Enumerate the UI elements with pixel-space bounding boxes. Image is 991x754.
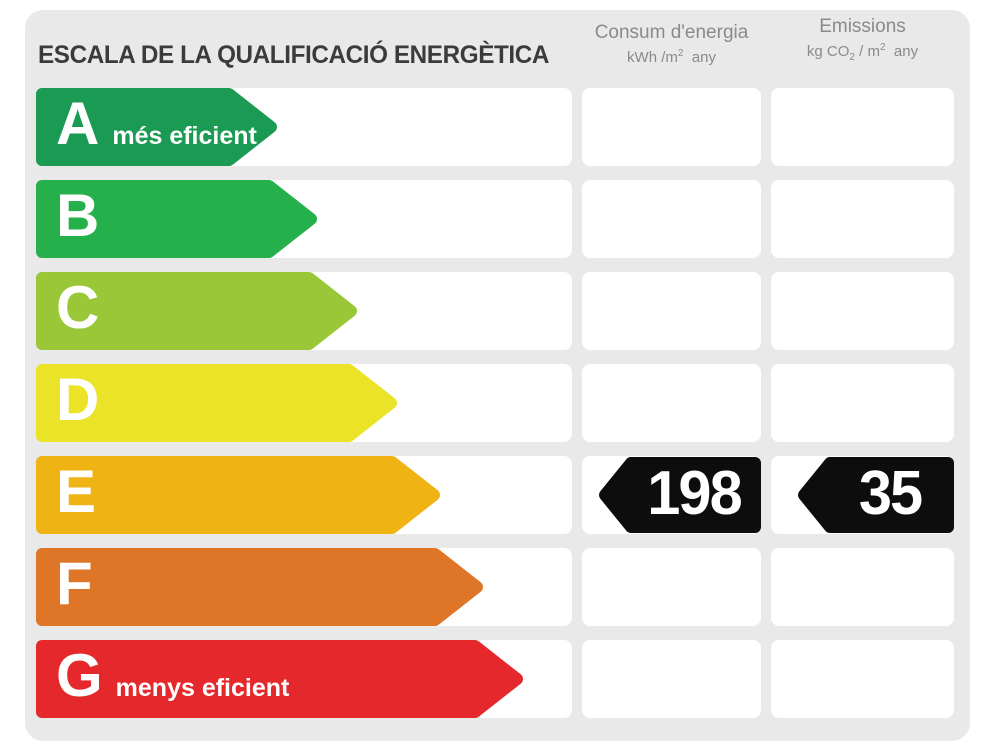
consum-cell-e: 198 bbox=[582, 456, 761, 534]
emissions-cell-f bbox=[771, 548, 954, 626]
band-arrow-e bbox=[36, 456, 440, 534]
emissions-cell-d bbox=[771, 364, 954, 442]
consum-header-unit: kWh /m2 any bbox=[627, 48, 716, 66]
energy-certificate-card: ESCALA DE LA QUALIFICACIÓ ENERGÈTICA Con… bbox=[25, 10, 970, 741]
consum-cell-a bbox=[582, 88, 761, 166]
scale-track-b: B bbox=[36, 180, 572, 258]
column-header-consum: Consum d'energia kWh /m2 any bbox=[582, 10, 761, 74]
consum-cell-b bbox=[582, 180, 761, 258]
band-letter-d: D bbox=[56, 366, 100, 433]
badge-arrow-left-icon bbox=[798, 457, 954, 533]
scale-track-a: A més eficient bbox=[36, 88, 572, 166]
scale-track-c: C bbox=[36, 272, 572, 350]
consum-cell-g bbox=[582, 640, 761, 718]
band-arrow-d bbox=[36, 364, 397, 442]
emissions-header-unit: kg CO2 / m2 any bbox=[806, 42, 919, 63]
certificate-grid: ESCALA DE LA QUALIFICACIÓ ENERGÈTICA Con… bbox=[36, 10, 954, 718]
consum-header-label: Consum d'energia bbox=[594, 22, 749, 43]
band-arrow-f bbox=[36, 548, 483, 626]
consum-rating-badge: 198 bbox=[599, 457, 761, 533]
band-label-b: B bbox=[56, 180, 112, 258]
band-letter-f: F bbox=[56, 550, 93, 617]
emissions-header-label: Emissions bbox=[819, 16, 906, 37]
band-arrow-c bbox=[36, 272, 357, 350]
emissions-cell-e: 35 bbox=[771, 456, 954, 534]
band-arrow-a bbox=[36, 88, 277, 166]
scale-track-g: G menys eficient bbox=[36, 640, 572, 718]
emissions-cell-b bbox=[771, 180, 954, 258]
emissions-rating-value: 35 bbox=[858, 459, 923, 528]
band-label-e: E bbox=[56, 456, 109, 534]
band-label-c: C bbox=[56, 272, 112, 350]
consum-cell-f bbox=[582, 548, 761, 626]
band-letter-a: A bbox=[56, 90, 100, 157]
band-label-a: A més eficient bbox=[56, 88, 257, 166]
band-label-f: F bbox=[56, 548, 106, 626]
band-note-a: més eficient bbox=[112, 122, 257, 150]
page-title: ESCALA DE LA QUALIFICACIÓ ENERGÈTICA bbox=[38, 41, 550, 69]
band-arrow-g bbox=[36, 640, 523, 718]
consum-cell-c bbox=[582, 272, 761, 350]
badge-arrow-left-icon bbox=[599, 457, 761, 533]
emissions-rating-badge: 35 bbox=[798, 457, 954, 533]
emissions-cell-g bbox=[771, 640, 954, 718]
band-letter-b: B bbox=[56, 182, 100, 249]
header-title-cell: ESCALA DE LA QUALIFICACIÓ ENERGÈTICA bbox=[36, 10, 572, 74]
band-letter-g: G bbox=[56, 642, 103, 709]
band-label-g: G menys eficient bbox=[56, 640, 289, 718]
consum-cell-d bbox=[582, 364, 761, 442]
band-letter-e: E bbox=[56, 458, 97, 525]
scale-track-e: E bbox=[36, 456, 572, 534]
consum-rating-value: 198 bbox=[647, 459, 742, 528]
band-letter-c: C bbox=[56, 274, 100, 341]
scale-track-d: D bbox=[36, 364, 572, 442]
band-arrow-b bbox=[36, 180, 317, 258]
emissions-cell-c bbox=[771, 272, 954, 350]
column-header-emissions: Emissions kg CO2 / m2 any bbox=[771, 10, 954, 74]
band-label-d: D bbox=[56, 364, 112, 442]
band-note-g: menys eficient bbox=[115, 674, 290, 702]
emissions-cell-a bbox=[771, 88, 954, 166]
scale-track-f: F bbox=[36, 548, 572, 626]
